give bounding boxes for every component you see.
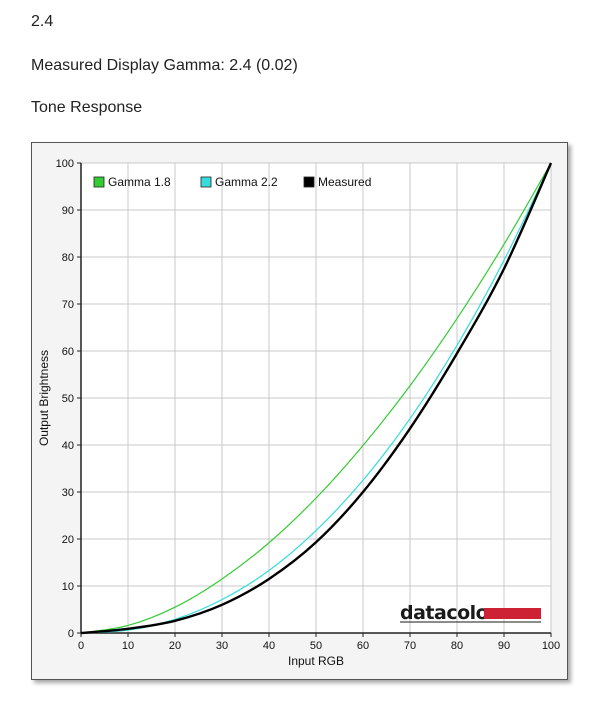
x-tick-label: 0 <box>78 640 84 652</box>
y-tick-label: 70 <box>62 299 74 311</box>
y-tick-label: 10 <box>62 581 74 593</box>
chart-legend: Gamma 1.8 Gamma 2.2 Measured <box>93 175 371 189</box>
x-tick-label: 10 <box>122 640 134 652</box>
chart-ticks: 0 10 20 30 40 50 60 70 80 90 100 0 10 20 30 40 50 60 70 80 9… <box>56 158 561 652</box>
y-axis-label: Output Brightness <box>37 350 51 446</box>
x-tick-label: 80 <box>451 640 463 652</box>
x-tick-label: 70 <box>404 640 416 652</box>
x-tick-label: 50 <box>310 640 322 652</box>
gamma-value: 2.4 <box>31 13 54 30</box>
legend-swatch-measured <box>303 176 315 188</box>
legend-label-gamma-1-8: Gamma 1.8 <box>108 175 171 189</box>
x-tick-label: 60 <box>357 640 369 652</box>
y-tick-label: 80 <box>62 252 74 264</box>
x-tick-label: 100 <box>542 640 560 652</box>
datacolor-logo: datacolor <box>400 602 541 624</box>
legend-swatch-gamma-2-2 <box>200 176 212 188</box>
legend-label-measured: Measured <box>318 175 371 189</box>
y-tick-label: 20 <box>62 534 74 546</box>
y-tick-label: 30 <box>62 487 74 499</box>
legend-swatch-gamma-1-8 <box>93 176 105 188</box>
y-tick-label: 100 <box>56 158 74 170</box>
y-tick-label: 90 <box>62 205 74 217</box>
chart-grid <box>80 162 552 634</box>
y-tick-label: 60 <box>62 346 74 358</box>
logo-bar <box>484 608 541 619</box>
x-tick-label: 40 <box>263 640 275 652</box>
y-tick-label: 50 <box>62 393 74 405</box>
logo-text: datacolor <box>400 602 498 624</box>
chart-curves <box>80 162 553 635</box>
chart-svg: Technews.lt 0102030405060708090100010203… <box>37 158 561 668</box>
legend-label-gamma-2-2: Gamma 2.2 <box>215 175 278 189</box>
x-tick-label: 90 <box>498 640 510 652</box>
series-line-gamma-1-8 <box>80 162 552 634</box>
series-line-measured <box>80 162 553 635</box>
tone-response-chart: Technews.lt 0102030405060708090100010203… <box>31 142 568 680</box>
y-tick-label: 0 <box>68 628 74 640</box>
x-axis-label: Input RGB <box>288 654 344 668</box>
x-tick-label: 30 <box>216 640 228 652</box>
section-title: Tone Response <box>31 99 143 116</box>
x-tick-label: 20 <box>169 640 181 652</box>
y-tick-label: 40 <box>62 440 74 452</box>
measured-gamma-line: Measured Display Gamma: 2.4 (0.02) <box>31 57 298 74</box>
